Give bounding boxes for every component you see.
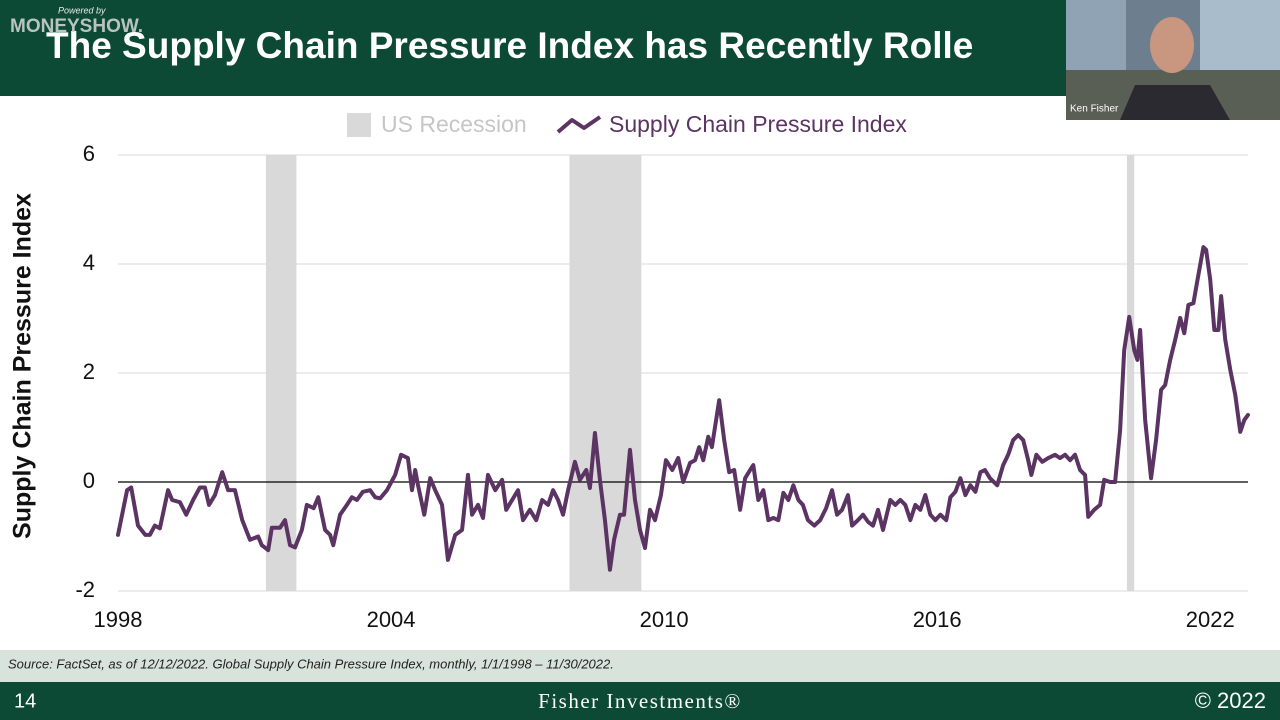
footer-band (0, 682, 1280, 720)
copyright: © 2022 (1195, 688, 1266, 713)
slide-title: The Supply Chain Pressure Index has Rece… (46, 25, 973, 66)
logo-tagline: Powered by (58, 5, 106, 15)
y-tick-label: 0 (83, 468, 95, 493)
series-line (116, 245, 1250, 572)
x-tick-label: 2004 (367, 607, 416, 632)
source-note: Source: FactSet, as of 12/12/2022. Globa… (8, 656, 614, 671)
page-number: 14 (14, 690, 36, 712)
webcam-body (1120, 85, 1230, 120)
legend-swatch (347, 113, 371, 137)
legend-line (556, 115, 602, 134)
y-tick-label: 6 (83, 141, 95, 166)
legend-label: US Recession (381, 111, 527, 137)
source-band (0, 650, 1280, 682)
x-tick-label: 2010 (640, 607, 689, 632)
webcam-bg (1066, 0, 1126, 80)
presenter-name: Ken Fisher (1070, 104, 1119, 115)
logo: MONEYSHOW. (10, 16, 143, 37)
y-tick-label: 2 (83, 359, 95, 384)
legend-label: Supply Chain Pressure Index (609, 111, 907, 137)
x-tick-label: 1998 (94, 607, 143, 632)
y-axis-title: Supply Chain Pressure Index (9, 193, 37, 539)
brand: Fisher Investments® (538, 689, 742, 713)
y-tick-label: 4 (83, 250, 95, 275)
webcam: Ken Fisher (1066, 0, 1280, 120)
x-tick-label: 2022 (1186, 607, 1235, 632)
x-tick-label: 2016 (913, 607, 962, 632)
plot-area: -2 0 2 4 6 1998 2004 2010 2016 2022 US Recession Su… (75, 111, 1250, 632)
y-tick-label: -2 (75, 577, 95, 602)
webcam-face (1150, 17, 1194, 73)
